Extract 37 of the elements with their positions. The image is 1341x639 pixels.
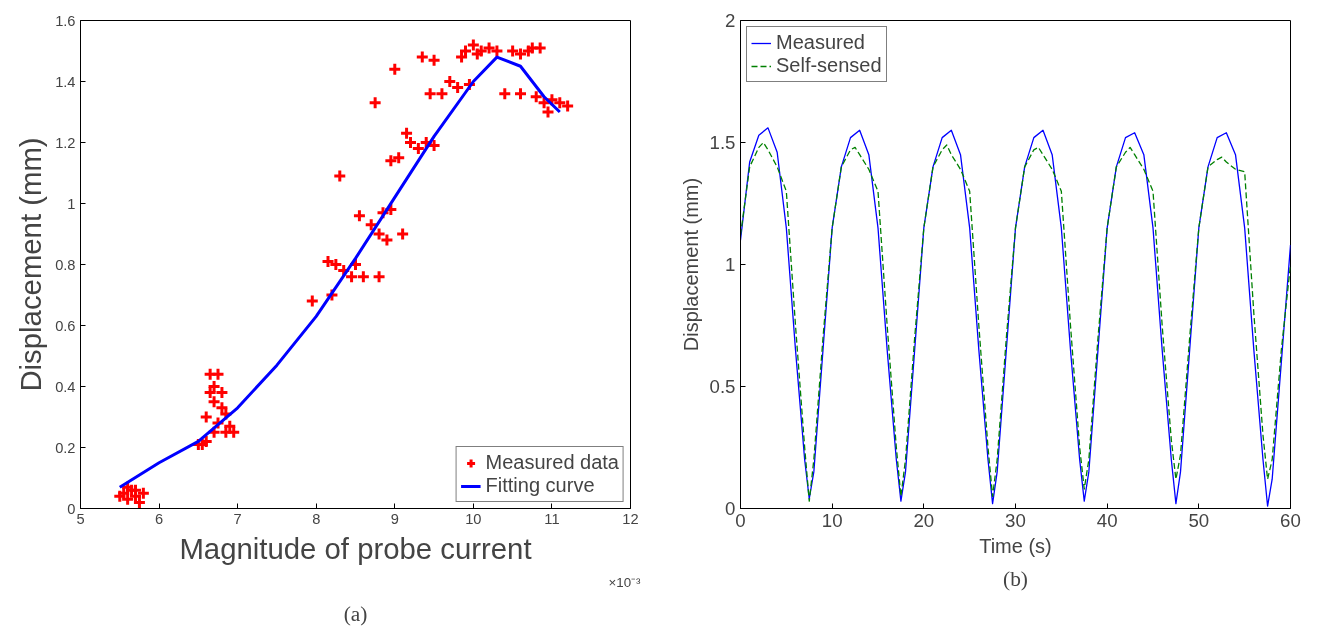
y-tick-label: 1: [67, 195, 76, 212]
y-tick-label: 1: [725, 254, 736, 275]
y-tick-label: 1.2: [55, 134, 76, 151]
y-tick-label: 0.2: [55, 439, 76, 456]
legend-label: Measured data: [485, 451, 619, 474]
x-tick-label: 60: [1280, 509, 1301, 531]
legend-label: Fitting curve: [485, 474, 595, 497]
x-tick-label: 50: [1188, 509, 1210, 531]
x-tick-label: 5: [76, 510, 85, 527]
y-tick-label: 1.4: [55, 73, 76, 90]
legend-label: Measured: [776, 31, 865, 54]
y-tick-label: 0.5: [709, 376, 736, 397]
y-tick-label: 0.6: [55, 317, 76, 334]
x-tick-label: 10: [465, 510, 482, 527]
y-tick-label: 0.8: [55, 256, 76, 273]
text: ×10⁻³: [608, 574, 642, 590]
x-axis-title: Time (s): [979, 534, 1052, 557]
y-axis-title: Displacement (mm): [679, 177, 702, 352]
x-tick-label: 20: [913, 509, 935, 531]
x-tick-label: 30: [1005, 509, 1026, 531]
x-tick-label: 8: [312, 510, 321, 527]
y-tick-label: 0.4: [55, 378, 76, 395]
x-axis-title: Magnitude of probe current: [179, 531, 532, 565]
y-axis-title: Displacement (mm): [14, 137, 48, 392]
x-tick-label: 11: [544, 510, 560, 527]
legend-label: Self-sensed: [776, 54, 882, 77]
text: (a): [343, 601, 368, 626]
x-tick-label: 6: [155, 510, 164, 527]
text: (b): [1003, 566, 1028, 591]
x-tick-label: 12: [622, 510, 639, 527]
x-tick-label: 7: [233, 510, 242, 527]
x-tick-label: 40: [1096, 509, 1118, 531]
y-tick-label: 2: [725, 10, 736, 31]
x-tick-label: 9: [390, 510, 399, 527]
y-tick-label: 1.6: [55, 12, 76, 29]
x-tick-label: 10: [821, 509, 843, 531]
y-tick-label: 1.5: [709, 132, 736, 153]
